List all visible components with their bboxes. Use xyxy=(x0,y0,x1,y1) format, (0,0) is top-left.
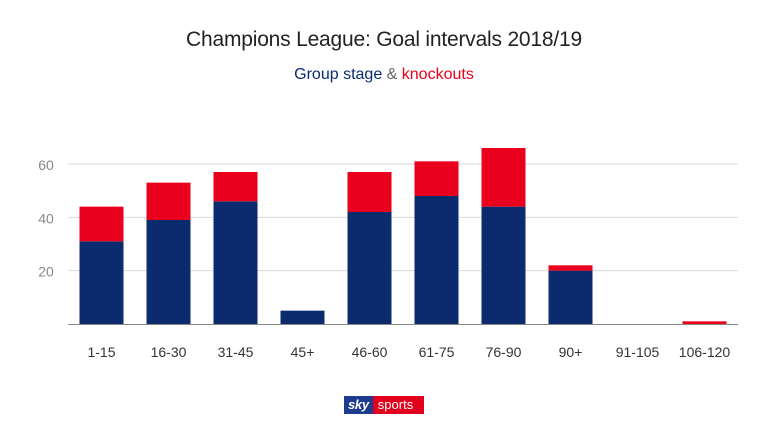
x-tick-label: 16-30 xyxy=(151,344,187,360)
y-tick-label: 40 xyxy=(38,210,54,226)
x-tick-label: 76-90 xyxy=(486,344,522,360)
bar-knockouts xyxy=(481,147,526,207)
bar-knockouts xyxy=(213,171,258,202)
x-tick-label: 90+ xyxy=(559,344,583,360)
x-tick-labels: 1-15 16-30 31-45 45+ 46-60 61-75 76-90 90+ 91-10… xyxy=(87,344,730,360)
bar-knockouts xyxy=(347,171,392,212)
x-tick-label: 31-45 xyxy=(218,344,254,360)
bar-knockouts xyxy=(146,182,191,220)
bar-knockouts xyxy=(79,206,124,242)
x-tick-label: 106-120 xyxy=(679,344,731,360)
bar-group-stage xyxy=(146,219,191,324)
x-tick-label: 45+ xyxy=(291,344,315,360)
bar-group-stage xyxy=(481,206,526,324)
bar-knockouts xyxy=(548,265,593,271)
bar-group-stage xyxy=(280,310,325,324)
bar-group-stage xyxy=(79,241,124,324)
sky-sports-logo: sky sports xyxy=(344,396,424,414)
logo-sky: sky xyxy=(344,396,373,414)
bar-group-stage xyxy=(347,211,392,324)
x-tick-label: 61-75 xyxy=(419,344,455,360)
subtitle-part-separator: & xyxy=(382,66,402,83)
logo-sports: sports xyxy=(372,396,424,414)
y-tick-label: 60 xyxy=(38,157,54,173)
subtitle-part-knockouts: knockouts xyxy=(401,66,474,83)
x-tick-label: 91-105 xyxy=(616,344,660,360)
x-tick-label: 46-60 xyxy=(352,344,388,360)
bars xyxy=(79,147,727,324)
bar-group-stage xyxy=(548,270,593,324)
bar-group-stage xyxy=(414,195,459,324)
bar-knockouts xyxy=(682,321,727,324)
chart-subtitle: Group stage & knockouts xyxy=(0,66,768,84)
bar-group-stage xyxy=(213,201,258,324)
subtitle-part-group-stage: Group stage xyxy=(294,66,383,83)
y-tick-label: 20 xyxy=(38,264,54,280)
x-tick-label: 1-15 xyxy=(87,344,115,360)
chart-title: Champions League: Goal intervals 2018/19 xyxy=(186,28,582,51)
y-tick-labels: 20 40 60 xyxy=(38,157,54,280)
bar-knockouts xyxy=(414,161,459,196)
